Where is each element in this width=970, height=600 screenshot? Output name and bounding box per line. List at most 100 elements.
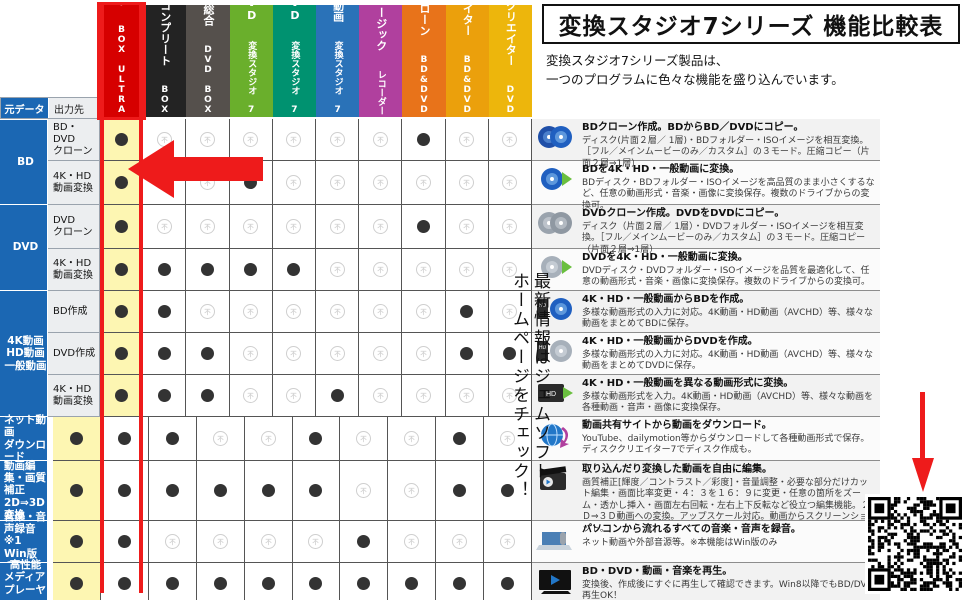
mark-unsupported <box>229 375 273 417</box>
feature-row: HD 4K・HD・一般動画からDVDを作成。 多様な動画形式の入力に対応。4K動画・… <box>532 333 880 375</box>
mark-supported <box>53 461 101 521</box>
mark-supported <box>340 563 389 600</box>
filled-circle-icon <box>114 133 128 146</box>
filled-circle-icon <box>417 133 431 146</box>
mark-supported <box>148 461 197 521</box>
product-column-header-2[interactable]: コンプリート BOX <box>143 5 187 117</box>
feature-text: 4K・HD・一般動画を異なる動画形式に変換。多様な動画形式を入力。4K動画・HD… <box>580 375 880 418</box>
source-header-label: 元データ <box>1 98 49 118</box>
mark-unsupported <box>402 161 446 205</box>
product-column-label: ディスククローン BD&DVD <box>418 5 431 115</box>
feature-body: 画質補正[輝度／コントラスト／彩度]・音量調整・必要な部分だけカット編集・画面比… <box>582 477 871 534</box>
mark-supported <box>484 461 533 521</box>
mark-unsupported <box>272 119 317 161</box>
filled-circle-icon <box>165 484 179 497</box>
filled-circle-icon <box>114 263 128 276</box>
mark-supported <box>340 521 389 563</box>
filled-circle-icon <box>114 305 128 318</box>
mark-supported <box>445 333 489 375</box>
mark-unsupported <box>186 291 230 333</box>
filled-circle-icon <box>460 347 474 360</box>
product-column-label: ディスククリエイター BD&DVD <box>461 5 474 115</box>
mark-unsupported <box>340 461 389 521</box>
table-row <box>0 461 533 521</box>
mark-supported <box>436 563 485 600</box>
feature-headline: 4K・HD・一般動画を異なる動画形式に変換。 <box>582 378 794 389</box>
filled-circle-icon <box>201 389 214 402</box>
feature-headline: DVDクローン作成。DVDをDVDにコピー。 <box>582 208 785 219</box>
mark-supported <box>197 563 245 600</box>
mark-supported <box>53 563 101 600</box>
not-supported-icon <box>372 304 388 319</box>
not-supported-icon <box>372 346 388 361</box>
disc-silver-arrow-icon <box>541 256 572 278</box>
mark-unsupported <box>359 375 403 417</box>
feature-text: 4K・HD・一般動画からBDを作成。 多様な動画形式の入力に対応。4K動画・HD動… <box>580 291 880 334</box>
hd-convert-icon: HD <box>532 375 580 408</box>
mark-supported <box>143 333 187 375</box>
mark-unsupported <box>488 291 533 333</box>
row-function-label: BD・DVD クローン <box>48 119 100 161</box>
filled-circle-icon <box>330 389 344 402</box>
mark-supported <box>143 291 187 333</box>
feature-body: 変換後、作成後にすぐに再生して確認できます。Win8以降でもBD/DVD再生OK… <box>582 579 874 600</box>
not-supported-icon <box>286 219 302 234</box>
table-row: DVD クローン <box>0 205 533 249</box>
filled-circle-icon <box>165 432 179 445</box>
mark-unsupported <box>445 249 489 291</box>
product-column-header-3[interactable]: 総合 DVD BOX <box>186 5 230 117</box>
mark-supported <box>100 119 144 161</box>
play-screen-icon <box>532 563 580 596</box>
mark-unsupported <box>388 417 437 461</box>
disc-blue-arrow-icon <box>541 168 572 190</box>
mark-supported <box>293 563 341 600</box>
row-function-line: 4K・HD <box>53 170 92 182</box>
mark-unsupported <box>445 205 489 249</box>
feature-row: 取り込んだり変換した動画を自由に編集。 画質補正[輝度／コントラスト／彩度]・音量… <box>532 461 880 534</box>
not-supported-icon <box>500 431 516 446</box>
mark-supported <box>100 205 144 249</box>
filled-circle-icon <box>157 305 171 318</box>
feature-body: 多様な動画形式を入力。4K動画・HD動画（AVCHD）等、様々な動画を各種動画・… <box>582 391 874 414</box>
product-column-header-10[interactable]: ディスククリエイター DVD <box>488 5 532 117</box>
mark-supported <box>186 249 230 291</box>
product-column-header-1[interactable]: コンプリート BOX ULTRA <box>96 2 147 120</box>
not-supported-icon <box>243 219 259 234</box>
globe-download-icon <box>532 417 580 450</box>
row-function-line: DVD <box>53 214 76 226</box>
mark-unsupported <box>272 375 317 417</box>
feature-body: DVDディスク・DVDフォルダー・ISOイメージを品質を最適化して、任意の動画形… <box>582 265 871 288</box>
feature-row: HD 4K・HD・一般動画からBDを作成。 多様な動画形式の入力に対応。4K動画・H… <box>532 291 880 333</box>
feature-row: HD 4K・HD・一般動画を異なる動画形式に変換。多様な動画形式を入力。4K動画・… <box>532 375 880 417</box>
feature-headline: DVDを4K・HD・一般動画に変換。 <box>582 252 748 263</box>
product-column-header-8[interactable]: ディスククローン BD&DVD <box>402 5 446 117</box>
not-supported-icon <box>329 132 345 147</box>
product-column-header-9[interactable]: ディスククリエイター BD&DVD <box>445 5 489 117</box>
product-column-label: BD&DVD 変換スタジオ 7 <box>245 5 258 115</box>
filled-circle-icon <box>69 577 83 590</box>
row-mark-cells <box>53 417 533 461</box>
matrix-body: BDBD・DVDクローン4K・HD動画変換DVDDVDクローン4K・HD動画変換… <box>0 119 533 600</box>
mark-unsupported <box>484 521 533 563</box>
row-mark-cells <box>100 333 533 375</box>
mark-supported <box>292 461 341 521</box>
table-row <box>0 521 533 563</box>
disc-silver-double-icon <box>538 212 572 234</box>
feature-description-list: BDクローン作成。BDからBD／DVDにコピー。 ディスク(片面２層／ 1層)・B… <box>532 119 880 600</box>
mark-unsupported <box>488 249 533 291</box>
row-category-line: 4K動画 <box>7 335 44 348</box>
product-column-header-6[interactable]: 4K・HD動画 変換スタジオ 7 <box>316 5 360 117</box>
not-supported-icon <box>372 219 388 234</box>
product-column-header-5[interactable]: DVD 変換スタジオ 7 <box>272 5 316 117</box>
row-category-label: 4K動画 HD動画 一般動画 <box>0 291 48 417</box>
product-column-header-7[interactable]: ミュージック レコーダー <box>359 5 403 117</box>
not-supported-icon <box>452 534 468 549</box>
product-column-header-4[interactable]: BD&DVD 変換スタジオ 7 <box>229 5 273 117</box>
table-row <box>0 563 533 600</box>
mark-unsupported <box>148 521 197 563</box>
qr-code[interactable] <box>865 494 965 594</box>
svg-text:HD: HD <box>546 391 556 398</box>
mark-unsupported <box>316 291 360 333</box>
feature-text: BDクローン作成。BDからBD／DVDにコピー。 ディスク(片面２層／ 1層)・B… <box>580 119 880 173</box>
mark-unsupported <box>316 119 360 161</box>
